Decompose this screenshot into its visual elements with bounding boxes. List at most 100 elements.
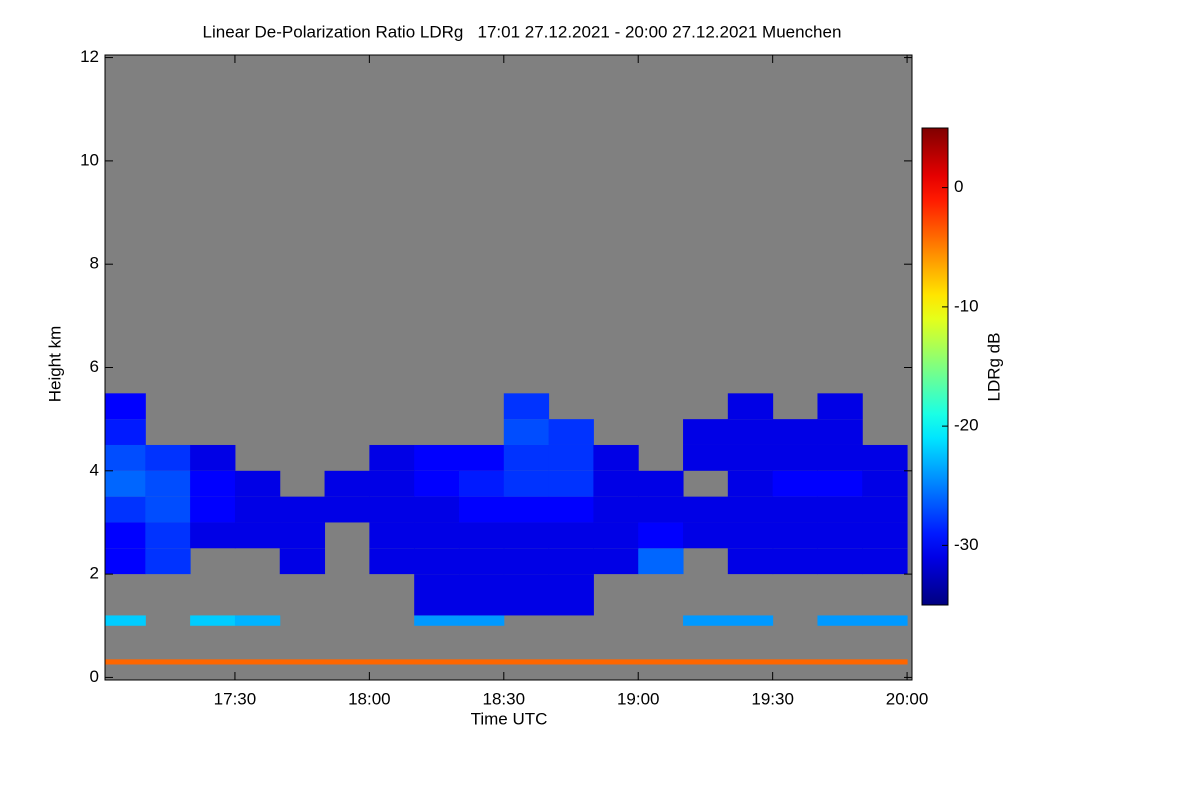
- heatmap-cell: [190, 496, 236, 523]
- heatmap-cell: [414, 444, 460, 471]
- heatmap-cell: [190, 444, 236, 471]
- heatmap-cell: [817, 444, 863, 471]
- heatmap-cell: [458, 574, 505, 616]
- heatmap-cell: [414, 522, 460, 549]
- heatmap-cell: [503, 574, 550, 616]
- heatmap-cell: [458, 470, 505, 497]
- heatmap-cell: [638, 496, 684, 523]
- heatmap-cell: [862, 615, 908, 626]
- heatmap-cell: [503, 444, 550, 471]
- heatmap-cell: [105, 393, 146, 420]
- heatmap-cell: [772, 522, 818, 549]
- heatmap-cell: [727, 393, 774, 420]
- heatmap-cell: [548, 419, 594, 445]
- heatmap-cell: [817, 393, 863, 420]
- heatmap-cell: [234, 470, 281, 497]
- heatmap-cell: [414, 470, 460, 497]
- heatmap-cell: [548, 522, 594, 549]
- heatmap-cell: [145, 496, 191, 523]
- heatmap-cell: [458, 496, 505, 523]
- heatmap-cell: [458, 522, 505, 549]
- heatmap-cell: [683, 419, 729, 445]
- heatmap-cell: [234, 659, 281, 665]
- heatmap-cell: [458, 548, 505, 575]
- heatmap-cell: [683, 522, 729, 549]
- colorbar-tick-label: -20: [954, 416, 979, 435]
- heatmap-cell: [369, 659, 415, 665]
- heatmap-cell: [862, 548, 908, 575]
- heatmap-cell: [548, 496, 594, 523]
- x-tick-label: 18:30: [483, 689, 526, 708]
- y-tick-label: 12: [80, 47, 99, 66]
- heatmap-cell: [817, 496, 863, 523]
- heatmap-cell: [593, 659, 639, 665]
- heatmap-cell: [105, 548, 146, 575]
- heatmap-cell: [548, 444, 594, 471]
- heatmap-cell: [593, 470, 639, 497]
- heatmap-cell: [862, 496, 908, 523]
- heatmap-cell: [593, 496, 639, 523]
- colorbar-tick-label: 0: [954, 177, 963, 196]
- heatmap-cell: [862, 522, 908, 549]
- colorbar-tick-label: -30: [954, 535, 979, 554]
- heatmap-cell: [817, 522, 863, 549]
- heatmap-cell: [548, 548, 594, 575]
- heatmap-cell: [145, 548, 191, 575]
- heatmap-cell: [414, 615, 460, 626]
- heatmap-cell: [727, 659, 774, 665]
- heatmap-cell: [369, 522, 415, 549]
- heatmap-cell: [145, 659, 191, 665]
- heatmap-cell: [727, 419, 774, 445]
- heatmap-cell: [727, 522, 774, 549]
- heatmap-cell: [817, 470, 863, 497]
- heatmap-cell: [727, 615, 774, 626]
- x-axis-label: Time UTC: [471, 709, 548, 728]
- heatmap-cell: [772, 548, 818, 575]
- heatmap-cell: [145, 470, 191, 497]
- heatmap-cell: [369, 470, 415, 497]
- heatmap-cell: [105, 522, 146, 549]
- heatmap-cell: [503, 548, 550, 575]
- heatmap-cell: [772, 444, 818, 471]
- heatmap-cell: [145, 444, 191, 471]
- heatmap-cell: [324, 659, 370, 665]
- heatmap-cell: [279, 659, 326, 665]
- heatmap-cell: [458, 444, 505, 471]
- heatmap-cell: [683, 615, 729, 626]
- heatmap-cell: [414, 659, 460, 665]
- heatmap-cell: [414, 574, 460, 616]
- y-tick-label: 2: [90, 564, 99, 583]
- heatmap-cell: [458, 615, 505, 626]
- colorbar: [921, 127, 949, 606]
- heatmap-cell: [105, 659, 146, 665]
- heatmap-cell: [190, 522, 236, 549]
- heatmap-cell: [817, 419, 863, 445]
- heatmap-cell: [105, 615, 146, 626]
- heatmap-cell: [369, 496, 415, 523]
- y-tick-label: 0: [90, 667, 99, 686]
- heatmap-cell: [190, 659, 236, 665]
- heatmap-cell: [369, 548, 415, 575]
- heatmap-cell: [727, 470, 774, 497]
- heatmap-cell: [105, 419, 146, 445]
- heatmap-cell: [683, 444, 729, 471]
- heatmap-cell: [772, 659, 818, 665]
- heatmap-cell: [145, 522, 191, 549]
- heatmap-cell: [772, 496, 818, 523]
- heatmap-cell: [414, 496, 460, 523]
- heatmap-cell: [105, 470, 146, 497]
- y-tick-label: 8: [90, 254, 99, 273]
- heatmap-cell: [324, 470, 370, 497]
- heatmap-cell: [503, 470, 550, 497]
- heatmap-cell: [638, 522, 684, 549]
- heatmap-cell: [279, 496, 326, 523]
- heatmap-cell: [772, 470, 818, 497]
- heatmap-cell: [369, 444, 415, 471]
- heatmap-cell: [503, 419, 550, 445]
- heatmap-cell: [503, 496, 550, 523]
- heatmap-cell: [727, 496, 774, 523]
- heatmap-cell: [548, 470, 594, 497]
- x-tick-label: 18:00: [348, 689, 391, 708]
- x-tick-label: 20:00: [886, 689, 929, 708]
- heatmap-cell: [593, 548, 639, 575]
